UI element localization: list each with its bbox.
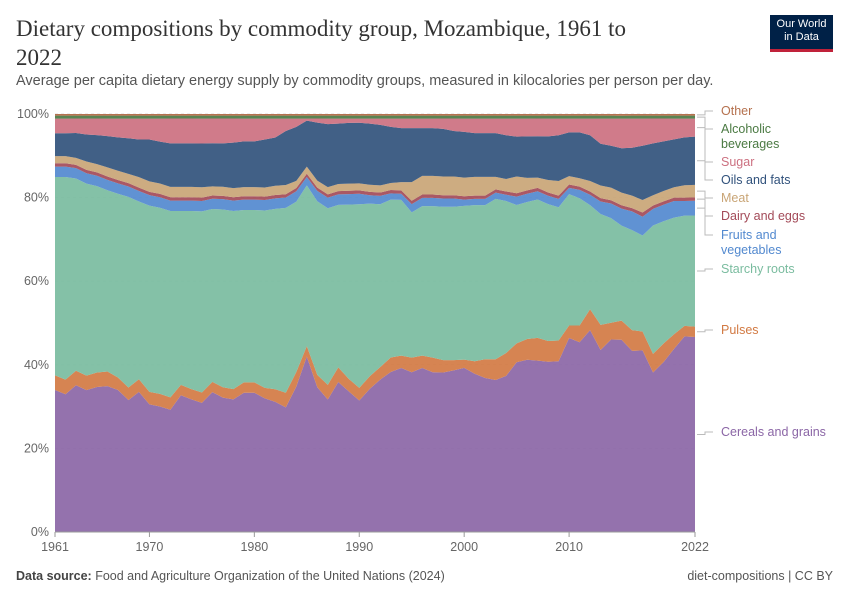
- legend-label-line: beverages: [721, 137, 779, 151]
- area-alcoholic-beverages: [55, 115, 695, 119]
- legend-label-line: Other: [721, 104, 752, 118]
- legend-label-line: Oils and fats: [721, 173, 790, 187]
- legend-connector: [697, 329, 713, 333]
- legend-label-line: Starchy roots: [721, 262, 795, 276]
- data-source: Data source: Food and Agriculture Organi…: [16, 569, 445, 583]
- y-tick-label: 40%: [24, 358, 49, 372]
- legend-label-line: Pulses: [721, 323, 759, 337]
- legend-connector: [697, 110, 713, 116]
- area-sugar: [55, 118, 695, 149]
- data-source-text[interactable]: Food and Agriculture Organization of the…: [95, 569, 445, 583]
- legend-connector: [697, 160, 713, 181]
- y-tick-label: 60%: [24, 274, 49, 288]
- legend-label[interactable]: Oils and fats: [721, 173, 790, 187]
- legend-label-line: Alcoholic: [721, 122, 771, 136]
- x-tick-label: 2000: [450, 540, 478, 554]
- area-dairy-and-eggs: [55, 163, 695, 217]
- chart-title: Dietary compositions by commodity group,…: [16, 16, 627, 70]
- x-tick-label: 1990: [345, 540, 373, 554]
- license-text[interactable]: diet-compositions | CC BY: [687, 569, 833, 583]
- legend-label[interactable]: Alcoholic beverages: [721, 122, 779, 151]
- legend-connector: [697, 127, 713, 163]
- area-pulses: [55, 309, 695, 410]
- area-meat: [55, 156, 695, 213]
- area-fruits-and-vegetables: [55, 166, 695, 236]
- legend-label-line: vegetables: [721, 243, 781, 257]
- legend-connector: [697, 116, 713, 130]
- legend-label[interactable]: Cereals and grains: [721, 425, 826, 439]
- x-tick-label: 2010: [555, 540, 583, 554]
- legend-label[interactable]: Fruits and vegetables: [721, 228, 781, 257]
- y-tick-label: 0%: [31, 525, 49, 539]
- y-tick-label: 100%: [17, 107, 49, 121]
- legend-label-line: Meat: [721, 191, 749, 205]
- legend-label[interactable]: Meat: [721, 191, 749, 205]
- legend-label[interactable]: Dairy and eggs: [721, 209, 805, 223]
- legend-connector: [697, 190, 713, 199]
- area-other: [55, 114, 695, 116]
- logo-line-2: in Data: [784, 31, 819, 43]
- area-cereals-and-grains: [55, 330, 695, 532]
- legend-label[interactable]: Starchy roots: [721, 262, 795, 276]
- legend-label[interactable]: Sugar: [721, 155, 754, 169]
- x-tick-label: 1961: [41, 540, 69, 554]
- y-tick-label: 80%: [24, 191, 49, 205]
- legend-label-line: Sugar: [721, 155, 754, 169]
- chart-subtitle: Average per capita dietary energy supply…: [16, 73, 714, 89]
- legend-label-line: Dairy and eggs: [721, 209, 805, 223]
- logo-line-1: Our World: [776, 18, 827, 30]
- legend-label-line: Fruits and: [721, 228, 777, 242]
- x-tick-label: 1970: [136, 540, 164, 554]
- legend-label[interactable]: Pulses: [721, 323, 759, 337]
- x-tick-label: 1980: [240, 540, 268, 554]
- x-tick-label: 2022: [681, 540, 709, 554]
- data-source-label: Data source:: [16, 569, 92, 583]
- legend-label-line: Cereals and grains: [721, 425, 826, 439]
- owid-logo[interactable]: Our World in Data: [770, 15, 833, 52]
- area-starchy-roots: [55, 177, 695, 398]
- legend-connector: [697, 268, 713, 272]
- y-tick-label: 20%: [24, 441, 49, 455]
- legend-connector: [697, 431, 713, 436]
- legend-label[interactable]: Other: [721, 104, 752, 118]
- legend-connector: [697, 198, 713, 217]
- area-oils-and-fats: [55, 120, 695, 201]
- legend-connector: [697, 207, 713, 236]
